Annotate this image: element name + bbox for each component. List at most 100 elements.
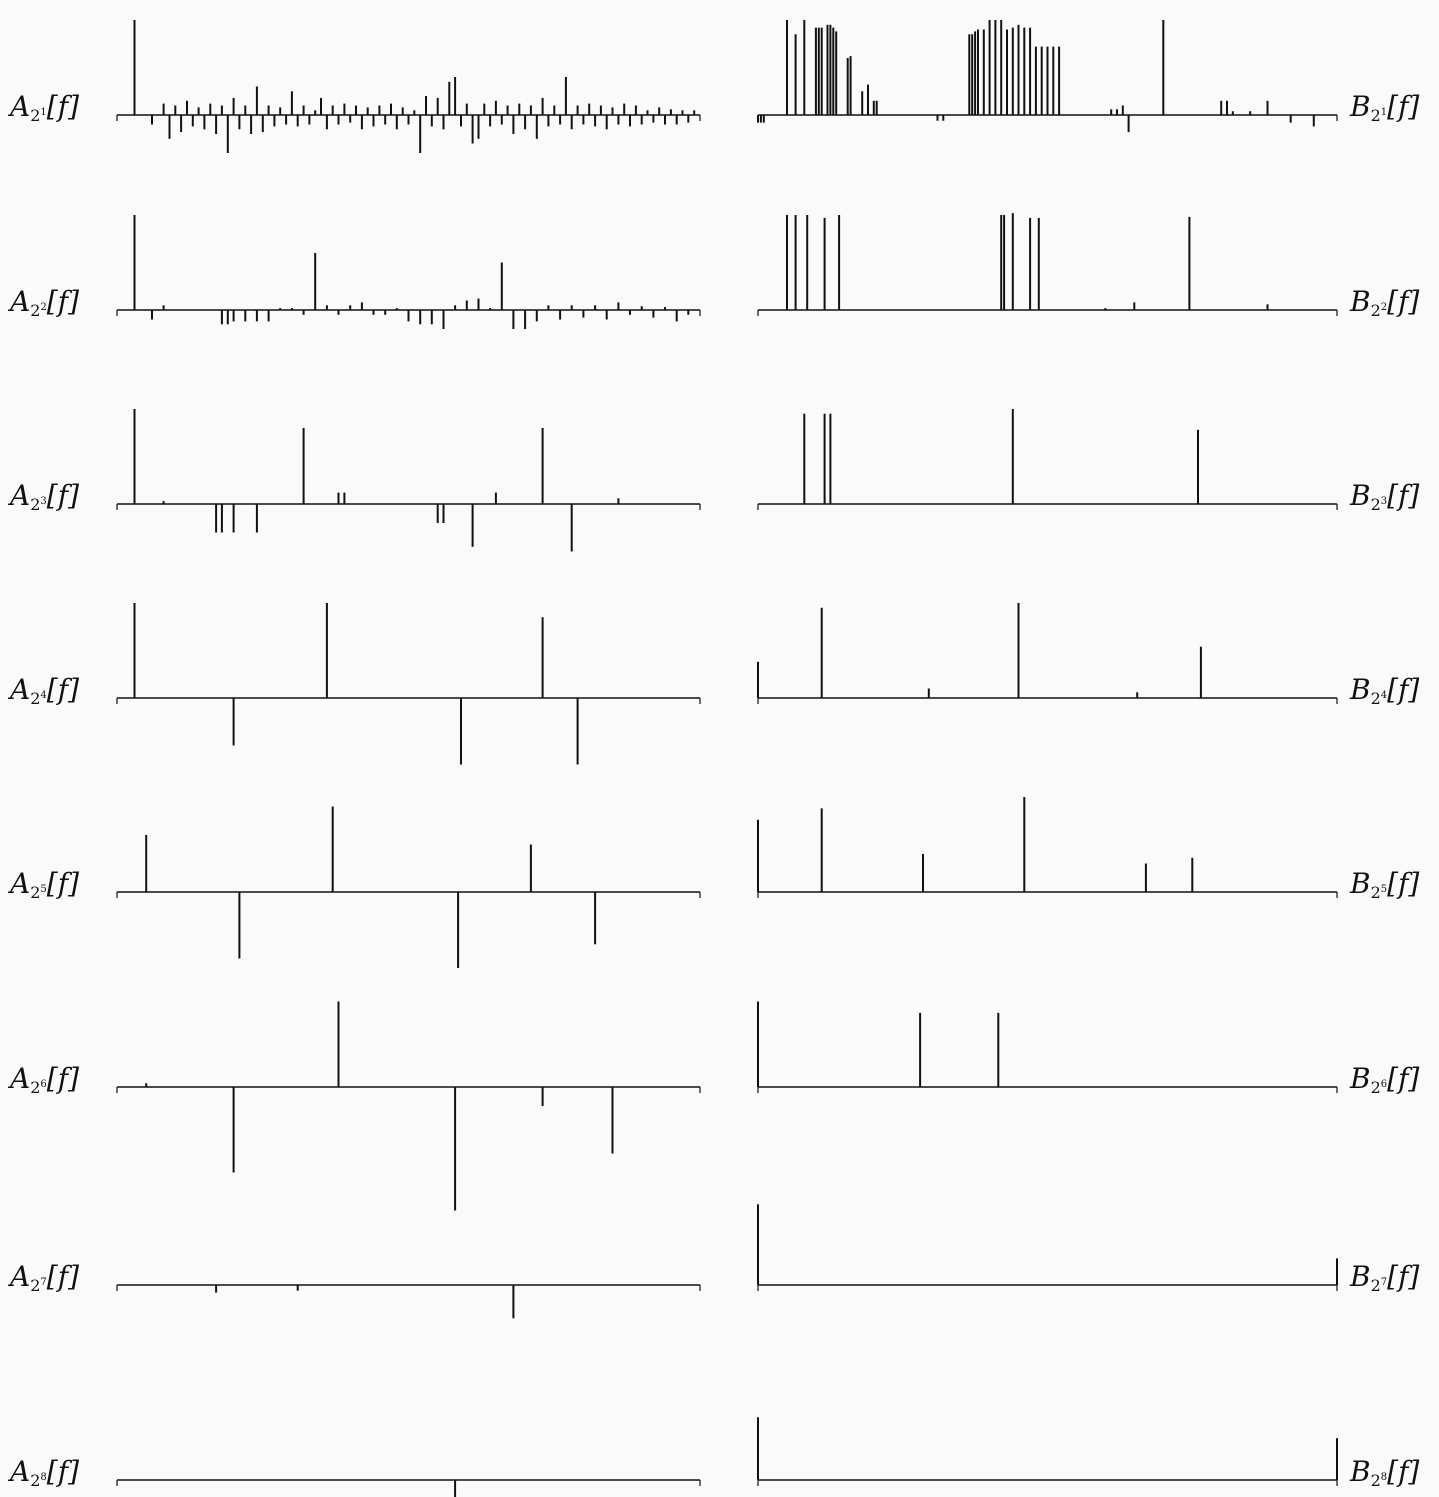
label-base: 2 bbox=[1370, 106, 1381, 125]
label-exponent: 4 bbox=[1380, 690, 1388, 701]
label-letter: B bbox=[1350, 479, 1371, 512]
label-argument: [f] bbox=[1387, 285, 1420, 318]
label-exponent: 1 bbox=[40, 107, 47, 118]
panel-b-level-1 bbox=[757, 20, 1338, 133]
label-exponent: 2 bbox=[40, 302, 47, 313]
label-a-1: A21[f] bbox=[10, 93, 79, 124]
label-b-5: B25[f] bbox=[1350, 870, 1419, 901]
label-letter: A bbox=[10, 673, 31, 706]
label-subscript: 26 bbox=[30, 1078, 47, 1097]
label-a-7: A27[f] bbox=[10, 1263, 79, 1294]
label-letter: A bbox=[10, 479, 31, 512]
label-letter: B bbox=[1350, 673, 1371, 706]
label-argument: [f] bbox=[1387, 1062, 1420, 1095]
label-base: 2 bbox=[1370, 883, 1381, 902]
label-base: 2 bbox=[1370, 495, 1381, 514]
label-a-3: A23[f] bbox=[10, 482, 79, 513]
label-letter: A bbox=[10, 1260, 31, 1293]
label-exponent: 1 bbox=[1380, 107, 1388, 118]
label-base: 2 bbox=[30, 495, 41, 514]
label-subscript: 22 bbox=[1371, 301, 1388, 320]
label-argument: [f] bbox=[46, 479, 80, 512]
label-base: 2 bbox=[30, 106, 41, 125]
label-base: 2 bbox=[1370, 689, 1381, 708]
label-subscript: 26 bbox=[1371, 1078, 1388, 1097]
label-exponent: 3 bbox=[1380, 496, 1388, 507]
label-subscript: 25 bbox=[1371, 883, 1388, 902]
label-base: 2 bbox=[1370, 1078, 1381, 1097]
panel-a-level-1 bbox=[116, 20, 701, 153]
label-argument: [f] bbox=[1387, 1455, 1420, 1488]
label-letter: A bbox=[10, 1455, 31, 1488]
label-exponent: 6 bbox=[1380, 1079, 1388, 1090]
panel-b-level-5 bbox=[757, 797, 1338, 898]
label-base: 2 bbox=[30, 689, 41, 708]
panel-b-level-2 bbox=[757, 213, 1338, 316]
panel-b-level-7 bbox=[757, 1204, 1338, 1291]
label-letter: A bbox=[10, 90, 31, 123]
panel-a-level-4 bbox=[116, 603, 701, 765]
label-exponent: 8 bbox=[1380, 1472, 1388, 1483]
panel-b-level-6 bbox=[757, 1001, 1338, 1093]
label-argument: [f] bbox=[1387, 1260, 1420, 1293]
label-argument: [f] bbox=[1387, 867, 1420, 900]
label-letter: A bbox=[10, 285, 31, 318]
label-base: 2 bbox=[30, 1471, 41, 1490]
label-b-4: B24[f] bbox=[1350, 676, 1419, 707]
label-subscript: 21 bbox=[1371, 106, 1388, 125]
label-argument: [f] bbox=[1387, 90, 1420, 123]
label-exponent: 4 bbox=[40, 690, 47, 701]
label-letter: A bbox=[10, 867, 31, 900]
label-argument: [f] bbox=[46, 285, 80, 318]
label-argument: [f] bbox=[1387, 673, 1420, 706]
label-subscript: 23 bbox=[1371, 495, 1388, 514]
label-exponent: 6 bbox=[40, 1079, 47, 1090]
panel-a-level-2 bbox=[116, 215, 701, 329]
panel-a-level-8 bbox=[116, 1479, 701, 1497]
label-base: 2 bbox=[30, 1276, 41, 1295]
label-a-4: A24[f] bbox=[10, 676, 79, 707]
label-a-6: A26[f] bbox=[10, 1065, 79, 1096]
label-base: 2 bbox=[1370, 301, 1381, 320]
label-letter: A bbox=[10, 1062, 31, 1095]
label-argument: [f] bbox=[46, 90, 80, 123]
label-argument: [f] bbox=[1387, 479, 1420, 512]
label-subscript: 25 bbox=[30, 883, 47, 902]
label-argument: [f] bbox=[46, 673, 80, 706]
label-subscript: 28 bbox=[30, 1471, 47, 1490]
label-letter: B bbox=[1350, 285, 1371, 318]
panel-a-level-7 bbox=[116, 1284, 701, 1319]
label-exponent: 7 bbox=[40, 1277, 47, 1288]
panel-a-level-3 bbox=[116, 409, 701, 552]
label-b-1: B21[f] bbox=[1350, 93, 1419, 124]
label-a-8: A28[f] bbox=[10, 1458, 79, 1489]
label-a-2: A22[f] bbox=[10, 288, 79, 319]
label-argument: [f] bbox=[46, 1260, 80, 1293]
label-b-7: B27[f] bbox=[1350, 1263, 1419, 1294]
label-base: 2 bbox=[1370, 1471, 1381, 1490]
label-letter: B bbox=[1350, 1062, 1371, 1095]
label-subscript: 24 bbox=[1371, 689, 1388, 708]
label-letter: B bbox=[1350, 867, 1371, 900]
panel-b-level-3 bbox=[757, 409, 1338, 510]
label-subscript: 22 bbox=[30, 301, 47, 320]
label-letter: B bbox=[1350, 1260, 1371, 1293]
label-subscript: 21 bbox=[30, 106, 47, 125]
label-exponent: 3 bbox=[40, 496, 47, 507]
label-b-3: B23[f] bbox=[1350, 482, 1419, 513]
label-b-6: B26[f] bbox=[1350, 1065, 1419, 1096]
label-subscript: 27 bbox=[1371, 1276, 1388, 1295]
label-exponent: 7 bbox=[1380, 1277, 1388, 1288]
panel-b-level-8 bbox=[757, 1417, 1338, 1486]
label-subscript: 23 bbox=[30, 495, 47, 514]
label-exponent: 2 bbox=[1380, 302, 1388, 313]
panel-b-level-4 bbox=[757, 603, 1338, 704]
label-base: 2 bbox=[30, 1078, 41, 1097]
label-subscript: 28 bbox=[1371, 1471, 1388, 1490]
label-exponent: 8 bbox=[40, 1472, 47, 1483]
panel-a-level-6 bbox=[116, 1001, 701, 1211]
label-base: 2 bbox=[30, 301, 41, 320]
panel-a-level-5 bbox=[116, 806, 701, 968]
label-argument: [f] bbox=[46, 1455, 80, 1488]
